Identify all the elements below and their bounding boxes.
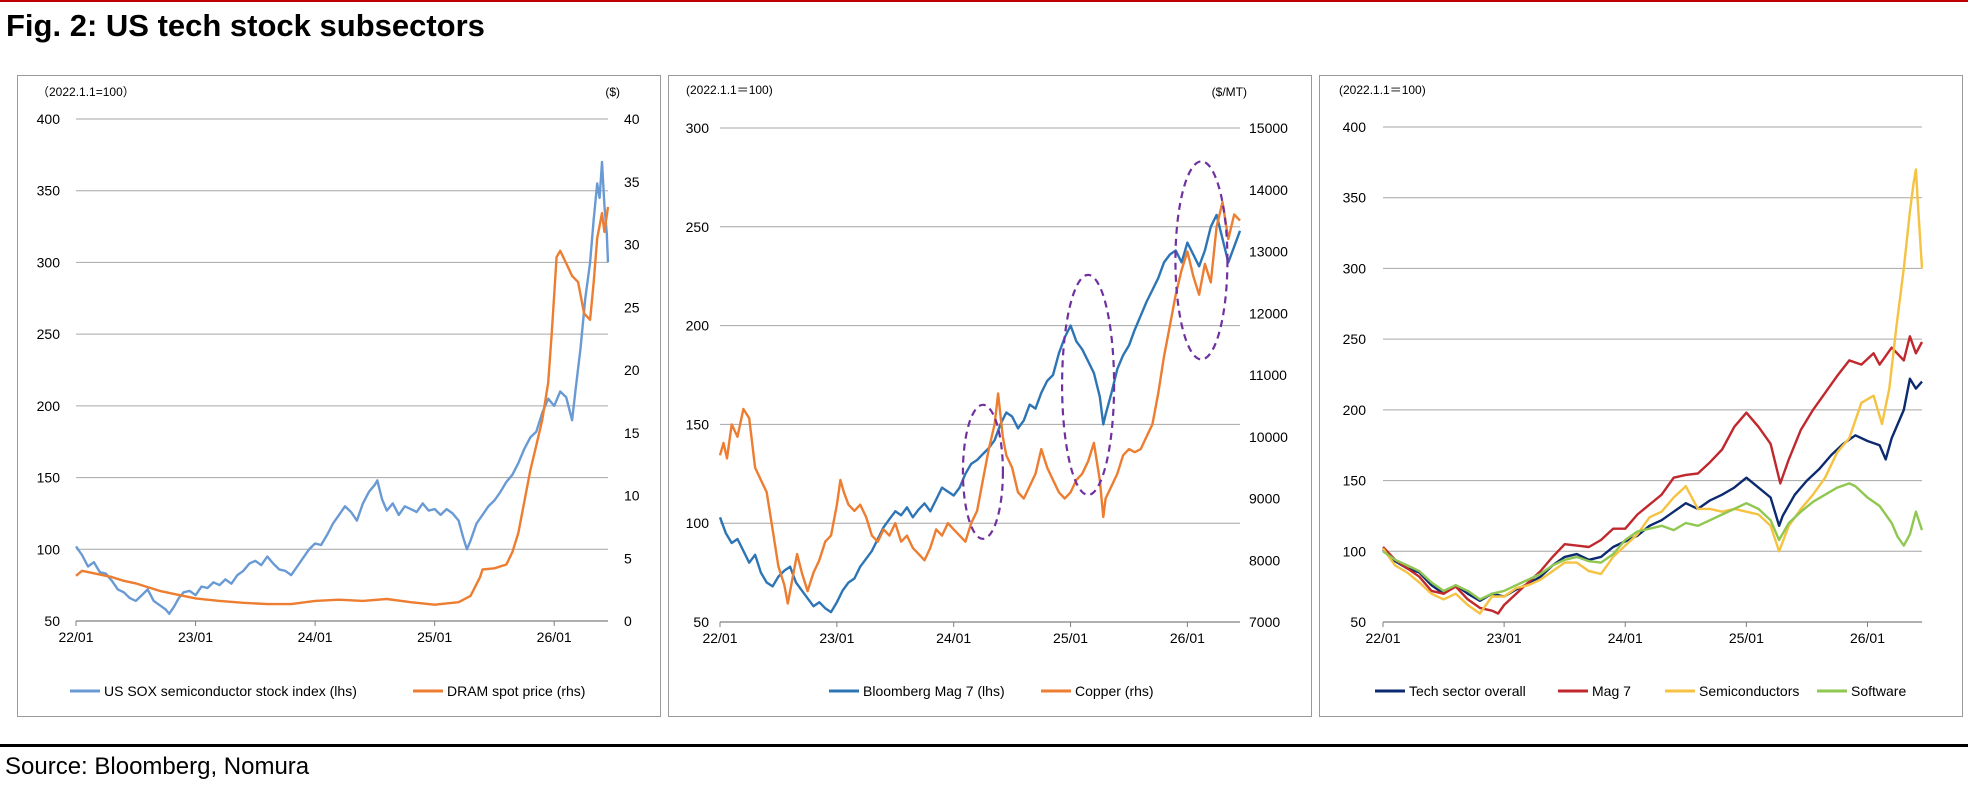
y-left-unit-label: (2022.1.1＝100) (1339, 83, 1426, 97)
y-right-unit-label: ($) (605, 85, 620, 99)
y-right-tick-label: 40 (624, 111, 640, 127)
y-left-tick-label: 100 (37, 541, 61, 557)
y-left-tick-label: 300 (686, 120, 710, 136)
legend-label: Semiconductors (1699, 683, 1799, 699)
series-line-us-sox-semiconductor-stock-index-lhs (75, 160, 610, 615)
x-tick-label: 23/01 (819, 630, 854, 646)
y-left-tick-label: 150 (1343, 473, 1367, 489)
y-left-tick-label: 200 (37, 398, 61, 414)
x-tick-label: 22/01 (702, 630, 737, 646)
x-tick-label: 22/01 (58, 629, 93, 645)
y-right-tick-label: 30 (624, 237, 640, 253)
y-right-tick-label: 15 (624, 425, 640, 441)
y-left-tick-label: 400 (37, 111, 61, 127)
y-left-tick-label: 200 (1343, 402, 1367, 418)
y-right-tick-label: 10000 (1249, 429, 1288, 445)
x-tick-label: 25/01 (1729, 630, 1764, 646)
y-right-tick-label: 14000 (1249, 182, 1288, 198)
chart-subsectors: 50 100 150 200 250 300 350 400 22/01 23/01 24/01 25… (1339, 83, 1924, 699)
x-tick-label: 25/01 (417, 629, 452, 645)
y-left-tick-label: 150 (37, 470, 61, 486)
series-line-semiconductors (1382, 168, 1924, 615)
y-right-tick-label: 15000 (1249, 120, 1288, 136)
x-tick-label: 24/01 (298, 629, 333, 645)
y-left-unit-label: （2022.1.1=100） (37, 85, 135, 99)
chart-panel-mag7-copper: 50 100 150 200 250 300 7000 8000 9000 10000 11000 1… (668, 75, 1312, 717)
legend-label: Tech sector overall (1409, 683, 1526, 699)
x-tick-label: 23/01 (178, 629, 213, 645)
highlight-ellipse (961, 403, 1005, 540)
y-left-tick-label: 300 (1343, 260, 1367, 276)
legend: Bloomberg Mag 7 (lhs) Copper (rhs) (829, 683, 1154, 699)
x-tick-label: 25/01 (1053, 630, 1088, 646)
legend-label: Mag 7 (1592, 683, 1631, 699)
series-line-software (1382, 482, 1924, 601)
x-tick-label: 26/01 (537, 629, 572, 645)
y-left-tick-label: 50 (693, 614, 709, 630)
y-left-tick-label: 150 (686, 416, 710, 432)
y-right-tick-label: 8000 (1249, 552, 1280, 568)
y-right-tick-label: 9000 (1249, 491, 1280, 507)
legend: Tech sector overall Mag 7 Semiconductors So… (1375, 683, 1906, 699)
series-line-dram-spot-price-rhs (75, 206, 610, 606)
legend-label: Software (1851, 683, 1906, 699)
x-tick-label: 26/01 (1170, 630, 1205, 646)
gridlines (1383, 126, 1922, 552)
y-right-tick-label: 5 (624, 550, 632, 566)
gridlines (76, 118, 608, 550)
y-left-tick-label: 200 (686, 318, 710, 334)
chart-sox-dram: 50 100 150 200 250 300 350 400 0 5 10 15 20 25 30 35 40 2… (37, 85, 640, 699)
y-left-unit-label: (2022.1.1＝100) (686, 83, 773, 97)
y-left-tick-label: 350 (1343, 190, 1367, 206)
y-right-tick-label: 11000 (1249, 367, 1287, 383)
legend-label: US SOX semiconductor stock index (lhs) (104, 683, 357, 699)
y-left-tick-label: 50 (1350, 614, 1366, 630)
series-line-tech-sector-overall (1382, 377, 1923, 602)
x-tick-label: 26/01 (1850, 630, 1885, 646)
legend-label: Bloomberg Mag 7 (lhs) (863, 683, 1005, 699)
figure-title: Fig. 2: US tech stock subsectors (6, 8, 485, 43)
source-rule (0, 744, 1968, 747)
y-left-tick-label: 350 (37, 183, 61, 199)
chart-mag7-copper: 50 100 150 200 250 300 7000 8000 9000 10000 11000 1… (686, 83, 1289, 699)
y-right-tick-label: 12000 (1249, 305, 1288, 321)
highlight-ellipse (1060, 273, 1116, 496)
y-left-tick-label: 400 (1343, 119, 1367, 135)
chart-panel-sox-dram: 50 100 150 200 250 300 350 400 0 5 10 15 20 25 30 35 40 2… (17, 75, 661, 717)
y-left-tick-label: 100 (686, 515, 710, 531)
y-left-tick-label: 300 (37, 254, 61, 270)
y-left-tick-label: 50 (44, 613, 60, 629)
y-left-tick-label: 250 (686, 219, 710, 235)
series-line-copper-rhs (718, 200, 1241, 605)
chart-panel-subsectors: 50 100 150 200 250 300 350 400 22/01 23/01 24/01 25… (1319, 75, 1963, 717)
x-tick-label: 24/01 (1608, 630, 1643, 646)
y-right-tick-label: 25 (624, 299, 640, 315)
y-right-tick-label: 13000 (1249, 244, 1288, 260)
legend-label: Copper (rhs) (1075, 683, 1154, 699)
series-line-mag-7 (1382, 335, 1924, 615)
y-right-tick-label: 20 (624, 362, 640, 378)
series-line-bloomberg-mag-7-lhs (718, 213, 1242, 614)
title-rule (0, 0, 1968, 2)
y-right-tick-label: 7000 (1249, 614, 1280, 630)
x-tick-label: 22/01 (1365, 630, 1400, 646)
legend: US SOX semiconductor stock index (lhs) DR… (70, 683, 585, 699)
y-left-tick-label: 100 (1343, 543, 1367, 559)
legend-label: DRAM spot price (rhs) (447, 683, 585, 699)
x-tick-label: 24/01 (936, 630, 971, 646)
highlight-ellipse (1174, 160, 1229, 361)
y-right-tick-label: 0 (624, 613, 632, 629)
x-tick-label: 23/01 (1487, 630, 1522, 646)
y-right-tick-label: 35 (624, 174, 640, 190)
source-note: Source: Bloomberg, Nomura (5, 753, 310, 780)
gridlines (720, 127, 1240, 524)
y-left-tick-label: 250 (1343, 331, 1367, 347)
y-left-tick-label: 250 (37, 326, 61, 342)
y-right-tick-label: 10 (624, 488, 640, 504)
y-right-unit-label: ($/MT) (1212, 85, 1247, 99)
